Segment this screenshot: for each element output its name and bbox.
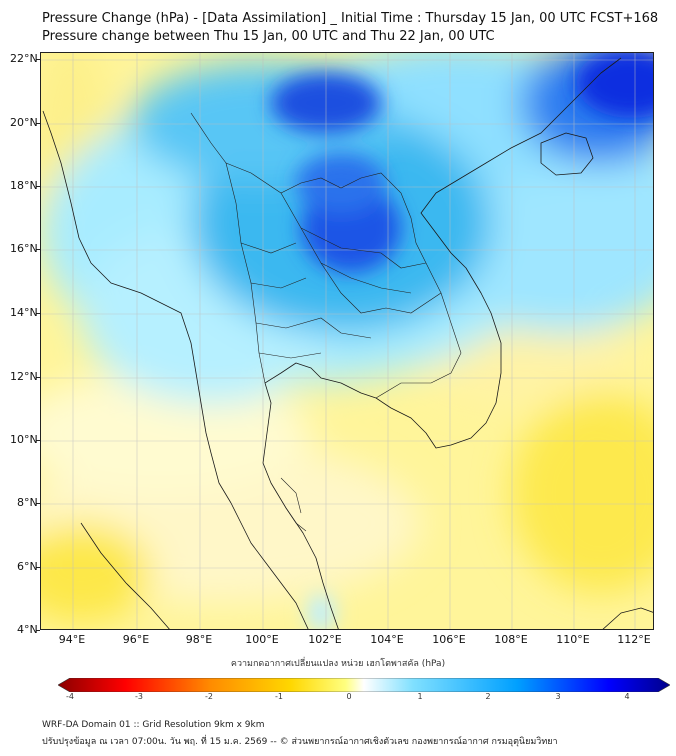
- colorbar-tick: 4: [624, 692, 630, 701]
- lon-label: 96°E: [122, 633, 150, 646]
- lat-label: 14°N: [10, 306, 38, 319]
- yellow-zone-se: [511, 393, 653, 593]
- yellow-zone-sw: [41, 523, 151, 623]
- lon-label: 104°E: [370, 633, 404, 646]
- lat-label: 10°N: [10, 433, 38, 446]
- lon-label: 94°E: [58, 633, 86, 646]
- lat-tick: [36, 630, 40, 631]
- lon-label: 100°E: [245, 633, 279, 646]
- colorbar-gradient: [58, 678, 670, 692]
- lat-label: 20°N: [10, 116, 38, 129]
- hainan-island: [540, 132, 594, 176]
- lon-label: 110°E: [556, 633, 590, 646]
- colorbar-tick: -2: [205, 692, 213, 701]
- colorbar-tick: -3: [135, 692, 143, 701]
- colorbar-tick: -4: [66, 692, 74, 701]
- colorbar-label: ความกดอากาศเปลี่ยนแปลง หน่วย เฮกโตพาสคัล…: [230, 659, 446, 669]
- chart-title: Pressure Change (hPa) - [Data Assimilati…: [42, 11, 659, 26]
- colorbar-tick: 0: [346, 692, 352, 701]
- lat-label: 4°N: [17, 623, 38, 636]
- lat-tick: [36, 377, 40, 378]
- colorbar-tick: 2: [485, 692, 491, 701]
- light-blue-spot-south: [307, 593, 335, 629]
- lat-tick: [36, 123, 40, 124]
- lat-tick: [36, 313, 40, 314]
- lat-label: 8°N: [17, 496, 38, 509]
- footer-credit: ปรับปรุงข้อมูล ณ เวลา 07:00น. วัน พฤ. ที…: [42, 737, 558, 747]
- lat-tick: [36, 440, 40, 441]
- colorbar-tick: -1: [275, 692, 283, 701]
- lat-label: 6°N: [17, 560, 38, 573]
- map-panel: [40, 52, 654, 630]
- chart-subtitle: Pressure change between Thu 15 Jan, 00 U…: [42, 29, 495, 44]
- lat-tick: [36, 567, 40, 568]
- lat-label: 18°N: [10, 179, 38, 192]
- lon-label: 98°E: [185, 633, 213, 646]
- lat-tick: [36, 186, 40, 187]
- pressure-change-map: [41, 53, 653, 629]
- lat-label: 16°N: [10, 242, 38, 255]
- lat-label: 22°N: [10, 52, 38, 65]
- colorbar: [58, 678, 670, 692]
- lon-label: 106°E: [432, 633, 466, 646]
- deep-blue-ne: [576, 53, 653, 118]
- colorbar-tick: 1: [417, 692, 423, 701]
- lon-label: 102°E: [308, 633, 342, 646]
- country-borders: [190, 112, 462, 532]
- coastlines: [42, 57, 653, 629]
- lon-label: 112°E: [617, 633, 651, 646]
- lat-label: 12°N: [10, 370, 38, 383]
- lat-tick: [36, 503, 40, 504]
- lon-label: 108°E: [494, 633, 528, 646]
- lat-tick: [36, 249, 40, 250]
- graticule: [41, 53, 653, 629]
- colorbar-tick: 3: [555, 692, 561, 701]
- footer-model-info: WRF-DA Domain 01 :: Grid Resolution 9km …: [42, 720, 265, 730]
- lat-tick: [36, 59, 40, 60]
